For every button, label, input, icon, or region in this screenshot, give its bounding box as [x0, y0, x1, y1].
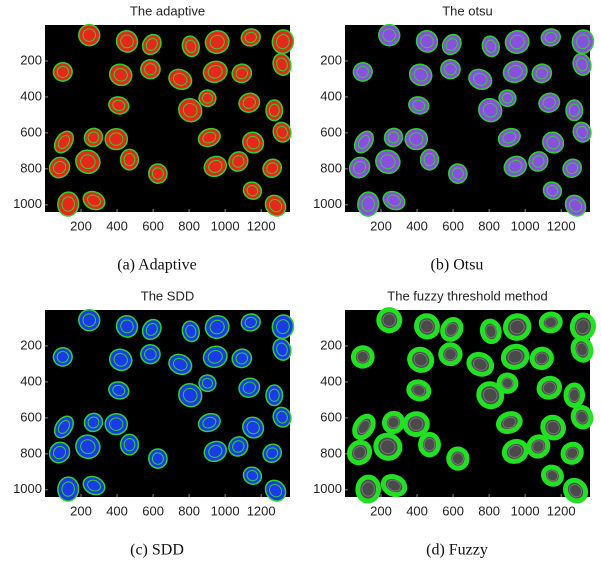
cell — [570, 313, 595, 340]
panel: The SDD 200 400 600 800 1000 200 400 600 800 1000 1… — [13, 288, 295, 558]
panel-title: The SDD — [141, 288, 194, 303]
y-tick-label: 800 — [320, 160, 342, 175]
y-tick-label: 400 — [20, 88, 42, 103]
x-tick-label: 1200 — [247, 503, 276, 518]
cell — [120, 149, 138, 170]
cell — [497, 373, 519, 394]
cell — [420, 149, 438, 170]
cell — [447, 448, 468, 470]
y-tick-label: 600 — [20, 409, 42, 424]
x-tick-label: 800 — [178, 218, 200, 233]
y-tick-label: 600 — [320, 409, 342, 424]
cell — [566, 385, 583, 406]
x-tick-label: 1000 — [211, 218, 240, 233]
y-tick-label: 600 — [20, 124, 42, 139]
y-tick-label: 200 — [20, 337, 42, 352]
cell — [405, 414, 427, 435]
cell — [120, 434, 138, 455]
cell — [266, 385, 283, 406]
panel: The fuzzy threshold method 200 400 600 800 10… — [313, 288, 595, 558]
x-tick-label: 400 — [406, 503, 428, 518]
panel-caption: (b) Otsu — [431, 257, 484, 274]
cell — [105, 414, 127, 435]
y-tick-label: 200 — [320, 52, 342, 67]
y-tick-label: 400 — [320, 373, 342, 388]
cell — [351, 346, 374, 369]
x-tick-label: 200 — [370, 503, 392, 518]
x-tick-label: 1000 — [511, 503, 540, 518]
panel: The otsu 200 400 600 800 1000 200 400 600 800 1000… — [313, 3, 595, 273]
x-tick-label: 800 — [478, 218, 500, 233]
x-tick-label: 1200 — [247, 218, 276, 233]
cell — [480, 319, 501, 343]
y-tick-label: 800 — [20, 445, 42, 460]
y-tick-label: 200 — [20, 52, 42, 67]
x-tick-label: 1200 — [547, 218, 576, 233]
x-tick-label: 200 — [70, 503, 92, 518]
cell — [420, 434, 438, 455]
x-tick-label: 600 — [442, 503, 464, 518]
y-tick-label: 1000 — [313, 481, 342, 496]
panel-title: The fuzzy threshold method — [387, 288, 547, 303]
y-tick-label: 400 — [20, 373, 42, 388]
cell — [566, 100, 583, 121]
y-tick-label: 1000 — [13, 196, 42, 211]
y-tick-label: 600 — [320, 124, 342, 139]
cell — [405, 129, 427, 150]
x-tick-label: 200 — [70, 218, 92, 233]
cell — [357, 476, 380, 502]
x-tick-label: 400 — [406, 218, 428, 233]
x-tick-label: 1200 — [547, 503, 576, 518]
x-tick-label: 600 — [142, 503, 164, 518]
x-tick-label: 400 — [106, 218, 128, 233]
cell — [266, 100, 283, 121]
y-tick-label: 200 — [320, 337, 342, 352]
y-tick-label: 800 — [320, 445, 342, 460]
x-tick-label: 1000 — [211, 503, 240, 518]
y-tick-label: 800 — [20, 160, 42, 175]
panel: The adaptive 200 400 600 800 1000 200 400 600 800… — [13, 3, 295, 273]
cell — [105, 129, 127, 150]
x-tick-label: 400 — [106, 503, 128, 518]
x-tick-label: 800 — [478, 503, 500, 518]
cell — [440, 344, 461, 365]
panel-caption: (d) Fuzzy — [426, 542, 488, 559]
figure-body: The adaptive 200 400 600 800 1000 200 400 600 800… — [13, 3, 595, 558]
panel-caption: (c) SDD — [130, 542, 184, 559]
y-tick-label: 1000 — [313, 196, 342, 211]
y-tick-label: 1000 — [13, 481, 42, 496]
x-tick-label: 1000 — [511, 218, 540, 233]
x-tick-label: 800 — [178, 503, 200, 518]
cell — [540, 312, 562, 333]
y-tick-label: 400 — [320, 88, 342, 103]
x-tick-label: 600 — [442, 218, 464, 233]
x-tick-label: 600 — [142, 218, 164, 233]
panel-caption: (a) Adaptive — [117, 257, 197, 274]
panel-title: The otsu — [442, 3, 493, 18]
figure: The adaptive 200 400 600 800 1000 200 400 600 800… — [0, 0, 601, 562]
x-tick-label: 200 — [370, 218, 392, 233]
panel-title: The adaptive — [130, 3, 205, 18]
